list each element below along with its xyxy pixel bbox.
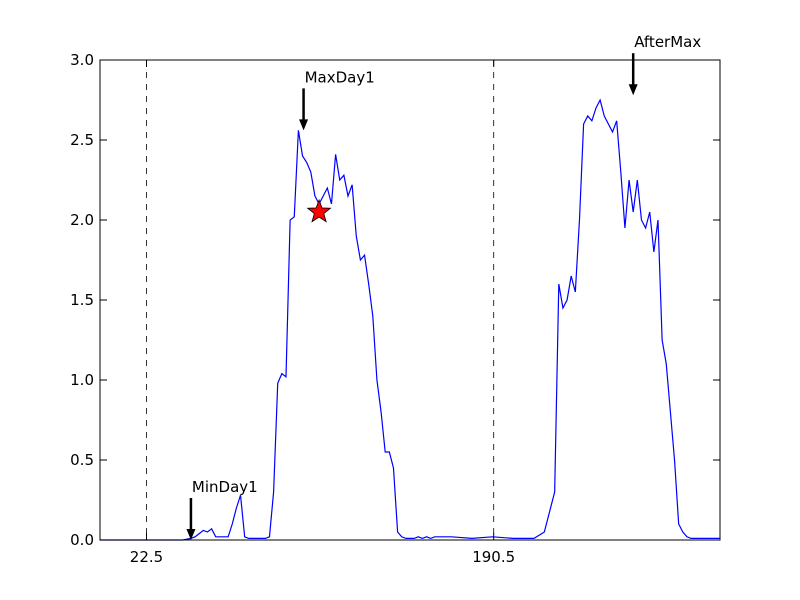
y-tick-label-3: 1.5 — [70, 291, 94, 309]
annotation-arrow-head-1 — [299, 119, 309, 131]
annotation-0: MinDay1 — [186, 478, 258, 540]
y-tick-label-0: 0.0 — [70, 531, 94, 549]
annotation-label-1: MaxDay1 — [305, 68, 375, 86]
x-tick-label-1: 190.5 — [472, 548, 515, 566]
y-tick-label-2: 1.0 — [70, 371, 94, 389]
y-tick-label-4: 2.0 — [70, 211, 94, 229]
annotation-1: MaxDay1 — [299, 68, 375, 131]
series-line — [100, 98, 720, 541]
y-tick-label-5: 2.5 — [70, 131, 94, 149]
x-tick-label-0: 22.5 — [130, 548, 163, 566]
plot-area: 0.0 0.5 1.0 1.5 2.0 2.5 3.0 22.5 190.5 MinDay1 Ma… — [70, 33, 721, 566]
axes-background — [100, 60, 720, 540]
y-tick-label-6: 3.0 — [70, 51, 94, 69]
y-tick-label-1: 0.5 — [70, 451, 94, 469]
annotation-arrow-head-2 — [628, 84, 638, 96]
annotation-layer: MinDay1 MaxDay1 AfterMax — [186, 33, 701, 540]
annotation-2: AfterMax — [628, 33, 701, 96]
vline-layer — [146, 60, 495, 540]
tick-layer: 0.0 0.5 1.0 1.5 2.0 2.5 3.0 22.5 190.5 — [70, 51, 720, 566]
star-marker — [306, 198, 332, 223]
annotation-label-2: AfterMax — [634, 33, 701, 51]
annotation-label-0: MinDay1 — [192, 478, 258, 496]
annotation-arrow-head-0 — [186, 529, 196, 540]
marker-layer — [306, 198, 332, 223]
